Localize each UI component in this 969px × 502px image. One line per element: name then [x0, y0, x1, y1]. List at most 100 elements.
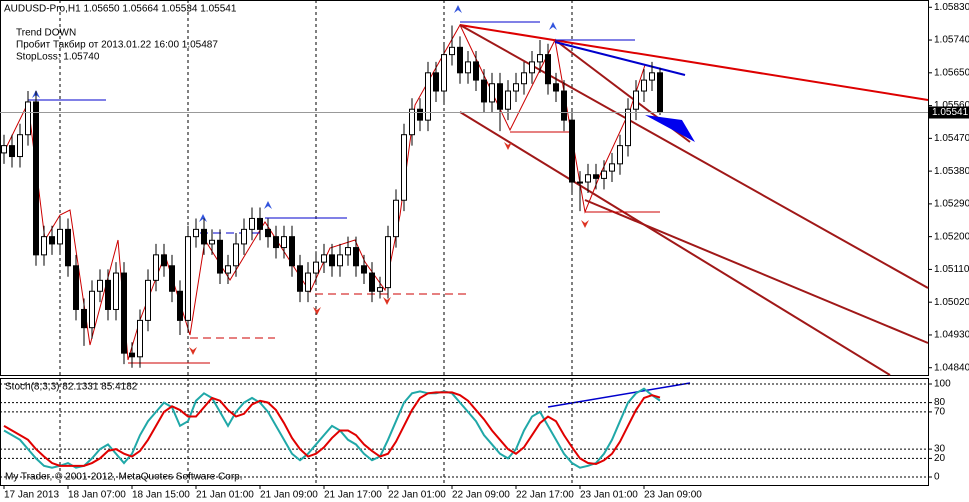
candle-body [345, 247, 351, 256]
candle-body [129, 352, 135, 358]
candle-body [593, 174, 599, 179]
candle-body [145, 279, 151, 321]
candle-body [17, 134, 23, 158]
candle-body [81, 308, 87, 329]
candle-body [449, 46, 455, 56]
candle-body [545, 54, 551, 85]
candle-body [505, 90, 511, 110]
candle-body [73, 265, 79, 310]
x-tick-label: 21 Jan 17:00 [324, 490, 382, 501]
channel-line [459, 111, 891, 376]
up-arrow [199, 214, 207, 222]
candle-body [65, 228, 71, 267]
x-tick-label: 23 Jan 01:00 [580, 490, 638, 501]
y-tick-label: 1.05560 [934, 100, 969, 111]
candle-body [433, 72, 439, 92]
chart-title: AUDUSD-Pro,H1 1.05650 1.05664 1.05534 1.… [4, 4, 237, 15]
candle-body [441, 54, 447, 92]
candle-body [273, 236, 279, 249]
candle-body [457, 46, 463, 74]
y-tick-label: 1.05200 [934, 231, 969, 242]
candle-body [249, 217, 255, 230]
candle-body [281, 236, 287, 249]
candle-body [177, 290, 183, 321]
y-tick-label: 1.05380 [934, 166, 969, 177]
x-tick-label: 22 Jan 01:00 [388, 490, 446, 501]
candle-body [9, 145, 15, 158]
x-tick-label: 23 Jan 09:00 [644, 490, 702, 501]
candle-body [649, 72, 655, 81]
candle-body [385, 236, 391, 289]
candle-body [465, 61, 471, 74]
candle-body [305, 272, 311, 292]
y-tick-label: 1.05290 [934, 199, 969, 210]
candle-body [89, 290, 95, 329]
candle-body [529, 61, 535, 74]
candle-body [513, 83, 519, 92]
blue-wedge [645, 115, 695, 142]
x-tick-label: 17 Jan 2013 [4, 490, 59, 501]
last-price-label: 1.05541 [932, 107, 969, 118]
candle-body [201, 228, 207, 245]
annotation: StopLoss: 1.05740 [16, 52, 100, 63]
candle-body [25, 101, 31, 136]
candle-body [369, 272, 375, 292]
y-tick-label: 1.05020 [934, 297, 969, 308]
candle-body [337, 254, 343, 267]
candle-body [377, 287, 383, 292]
candle-body [225, 265, 231, 274]
candle-body [49, 236, 55, 245]
x-tick-label: 21 Jan 09:00 [260, 490, 318, 501]
stoch-title: Stoch(8,3,3) 82.1331 85.4182 [5, 382, 138, 393]
x-tick-label: 18 Jan 15:00 [132, 490, 190, 501]
candle-body [401, 134, 407, 201]
stoch-line [3, 391, 661, 467]
candle-body [641, 79, 647, 92]
candle-body [161, 254, 167, 267]
candle-body [41, 236, 47, 256]
candle-body [329, 254, 335, 267]
annotation: Пробит Такбир от 2013.01.22 16:00 1.0548… [16, 39, 218, 51]
y-tick-label: 1.05470 [934, 133, 969, 144]
candle-body [153, 254, 159, 281]
blue-trend [554, 41, 686, 76]
y-tick-label: 1.04840 [934, 362, 969, 373]
candle-body [297, 265, 303, 292]
candle-body [425, 72, 431, 121]
candle-body [217, 239, 223, 274]
channel-line [584, 199, 929, 344]
candle-body [601, 170, 607, 179]
x-tick-label: 21 Jan 01:00 [196, 490, 254, 501]
candle-body [241, 228, 247, 245]
y-tick-label: 1.05650 [934, 67, 969, 78]
y-tick-label: 1.04930 [934, 330, 969, 341]
main-frame [0, 0, 929, 376]
candle-body [353, 247, 359, 267]
candle-body [1, 145, 7, 154]
candle-body [417, 108, 423, 121]
zigzag [4, 23, 646, 361]
candle-body [233, 243, 239, 267]
candle-body [577, 181, 583, 184]
candle-body [633, 90, 639, 110]
candle-body [609, 163, 615, 172]
trend-line [459, 24, 929, 101]
candle-body [97, 279, 103, 292]
candle-body [57, 228, 63, 245]
candle-body [625, 108, 631, 147]
candle-body [113, 272, 119, 310]
candle-body [393, 199, 399, 238]
candle-body [657, 72, 663, 114]
candle-body [521, 72, 527, 85]
x-tick-label: 22 Jan 17:00 [516, 490, 574, 501]
candle-body [569, 119, 575, 183]
y-tick-label: 80 [934, 397, 946, 408]
candle-body [209, 239, 215, 245]
candle-body [121, 272, 127, 354]
candle-body [257, 217, 263, 230]
y-tick-label: 20 [934, 453, 946, 464]
stoch-divergence [547, 382, 691, 408]
y-tick-label: 1.05830 [934, 2, 969, 13]
